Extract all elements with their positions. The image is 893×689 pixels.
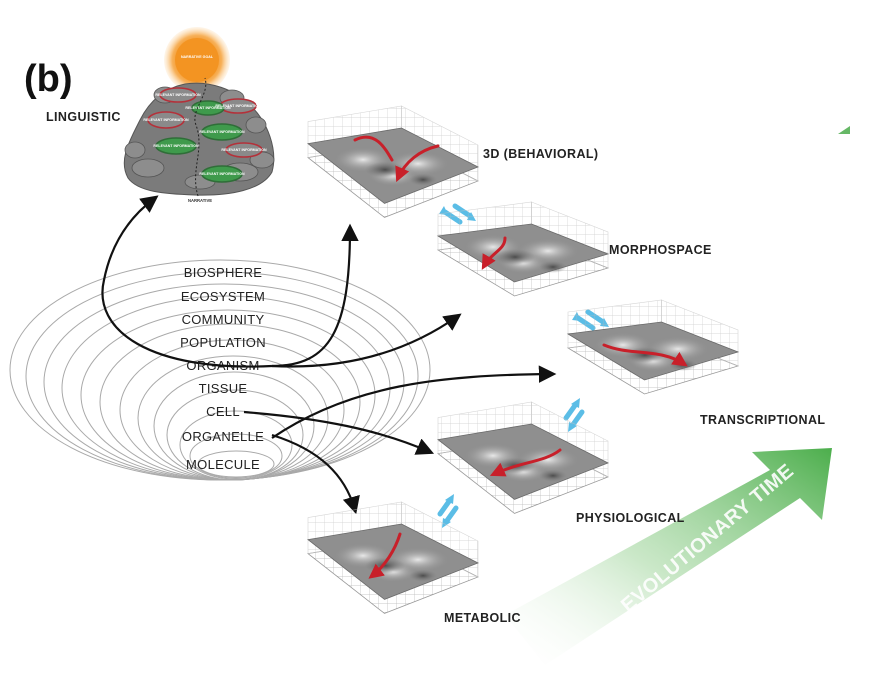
level-population: POPULATION	[180, 335, 266, 350]
level-ecosystem: ECOSYSTEM	[181, 289, 265, 304]
arrow-organism-to-linguistic	[101, 195, 273, 368]
level-organelle: ORGANELLE	[182, 429, 264, 444]
landscape-valley-morphospace-0	[495, 249, 535, 265]
evolutionary-time-label: EVOLUTIONARY TIME	[617, 460, 798, 617]
landscape-valley-metabolic-0	[365, 557, 405, 574]
level-labels: BIOSPHERE ECOSYSTEM COMMUNITY POPULATION…	[180, 265, 266, 472]
level-biosphere: BIOSPHERE	[184, 265, 263, 280]
stone-text-1: RELEVANT INFORMATION	[155, 93, 201, 97]
landscape-labels: 3D (BEHAVIORAL) MORPHOSPACE TRANSCRIPTIO…	[444, 147, 825, 625]
landscape-valley-morphospace-1	[539, 261, 567, 273]
trajectory-behavioral	[353, 135, 440, 178]
label-behavioral: 3D (BEHAVIORAL)	[483, 147, 599, 161]
narrative-label: NARRATIVE	[188, 198, 212, 203]
narrative-goal-text: NARRATIVE GOAL	[181, 55, 214, 59]
trajectory-metabolic	[368, 532, 402, 579]
landscape-valley-physiological-1	[539, 469, 567, 482]
arrow-cell-to-physiological	[243, 410, 435, 455]
stone-text-4: RELEVANT INFORMATION	[185, 106, 231, 110]
label-physiological: PHYSIOLOGICAL	[576, 511, 685, 525]
arrow-organism-to-morphospace	[271, 313, 462, 368]
linguistic-pile: NARRATIVE GOAL	[123, 27, 275, 203]
stone-text-3: RELEVANT INFORMATION	[143, 118, 189, 122]
stone-text-6: RELEVANT INFORMATION	[153, 144, 199, 148]
landscape-valley-metabolic-1	[409, 569, 437, 582]
stone-text-2: RELEVANT INFORMATION	[215, 104, 261, 108]
linguistic-label: LINGUISTIC	[46, 110, 121, 124]
landscape-morphospace	[436, 201, 610, 297]
level-tissue: TISSUE	[199, 381, 248, 396]
landscape-metabolic	[307, 501, 479, 614]
arrow-organelle-to-metabolic	[271, 433, 360, 515]
label-transcriptional: TRANSCRIPTIONAL	[700, 413, 825, 427]
double-arrow-4	[437, 494, 459, 528]
organization-levels-ellipses	[9, 259, 431, 481]
level-cell: CELL	[206, 404, 240, 419]
level-molecule: MOLECULE	[186, 457, 260, 472]
label-morphospace: MORPHOSPACE	[609, 243, 712, 257]
trajectory-transcriptional	[602, 343, 688, 367]
landscape-valley-behavioral-1	[409, 173, 437, 186]
panel-label: (b)	[24, 58, 73, 100]
landscape-behavioral	[307, 105, 479, 218]
trajectory-physiological	[489, 448, 562, 477]
label-metabolic: METABOLIC	[444, 611, 521, 625]
stone-text-5: RELEVANT INFORMATION	[199, 130, 245, 134]
connection-arrows	[101, 195, 557, 515]
trajectory-morphospace	[481, 236, 507, 270]
stone-text-7: RELEVANT INFORMATION	[221, 148, 267, 152]
landscapes	[307, 105, 740, 614]
landscape-physiological	[437, 401, 609, 514]
level-community: COMMUNITY	[182, 312, 265, 327]
landscape-transcriptional	[566, 299, 740, 395]
green-corner-mark	[838, 126, 850, 134]
arrow-organism-to-behavioral	[271, 223, 359, 368]
stone-text-8: RELEVANT INFORMATION	[199, 172, 245, 176]
